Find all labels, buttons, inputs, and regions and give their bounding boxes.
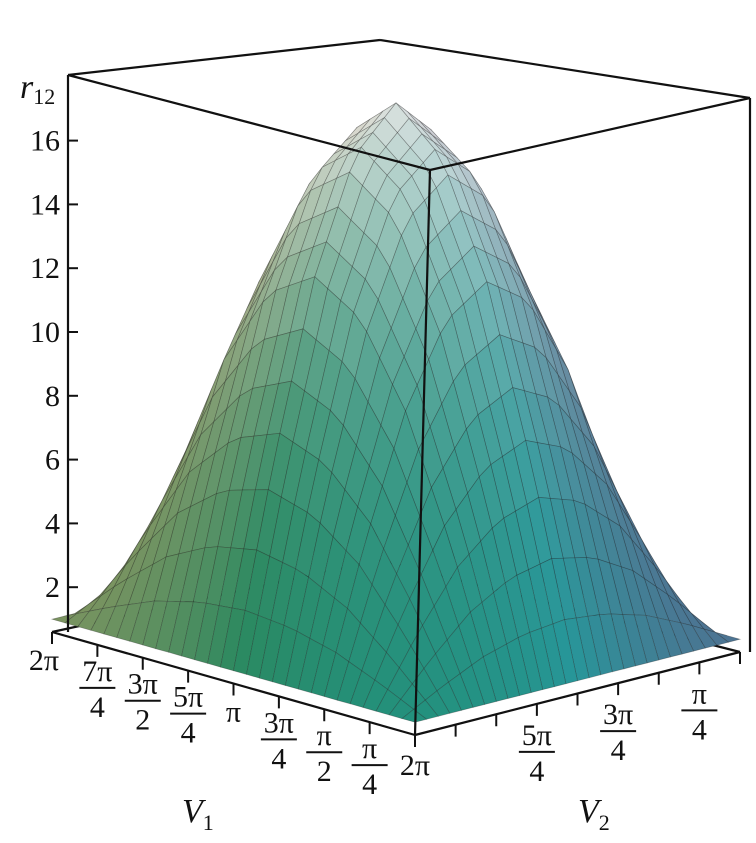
x-tick-label: π2 [306,719,343,788]
z-tick-label: 6 [45,444,60,477]
x-tick-label: 7π4 [79,655,116,724]
y-tick-label: 5π4 [518,719,555,788]
box-edge [67,73,431,172]
y-tick-label: 3π4 [600,698,637,767]
svg-text:4: 4 [271,742,286,775]
surface-patch [64,610,91,628]
z-tick-label: 16 [30,125,60,158]
box-edge [379,38,751,100]
box-edge [67,38,381,77]
z-tick-label: 2 [45,571,60,604]
svg-text:4: 4 [529,755,544,788]
surface-patch [90,605,117,635]
z-tick-label: 12 [30,252,60,285]
svg-text:3π: 3π [603,698,633,731]
x-axis-label: V1 [182,793,214,835]
surface-mesh [50,102,742,723]
svg-text:π: π [317,719,332,752]
box-edge [413,169,432,736]
svg-text:4: 4 [90,691,105,724]
svg-text:3π: 3π [128,668,158,701]
surface-patch [168,601,194,657]
svg-text:5π: 5π [522,719,552,752]
z-axis-label: r12 [20,69,55,109]
y-tick-label: π4 [681,677,718,746]
svg-text:5π: 5π [173,681,203,714]
z-tick-label: 4 [45,507,60,540]
surface-patch [375,688,402,716]
x-tick-label: π4 [351,732,388,801]
x-tick-label: 3π2 [124,668,161,737]
surface-patch [155,600,181,653]
x-tick-label: 3π4 [260,706,297,775]
box-edge [429,96,751,172]
svg-text:4: 4 [692,713,707,746]
svg-text:2: 2 [317,755,332,788]
z-tick-label: 10 [30,316,60,349]
x-tick-label: 2π [29,644,59,677]
svg-text:7π: 7π [82,655,112,688]
svg-text:2π: 2π [400,749,430,782]
svg-text:3π: 3π [264,706,294,739]
surface-patch [207,605,233,668]
y-tick-label: 2π [400,749,430,782]
x-tick-label: 5π4 [170,681,207,750]
z-tick-label: 8 [45,380,60,413]
surface-patch [349,670,376,708]
y-axis-label: V2 [578,793,610,835]
svg-text:π: π [362,732,377,765]
svg-text:2: 2 [135,704,150,737]
svg-text:4: 4 [611,734,626,767]
svg-text:π: π [692,677,707,710]
svg-text:π: π [226,695,241,728]
svg-text:4: 4 [362,768,377,801]
x-tick-label: π [226,695,241,728]
svg-text:2π: 2π [29,644,59,677]
surface-patch [310,644,337,697]
svg-text:4: 4 [181,717,196,750]
surface-patch [401,708,428,723]
z-tick-label: 14 [30,188,60,221]
surface-patch [103,604,129,639]
